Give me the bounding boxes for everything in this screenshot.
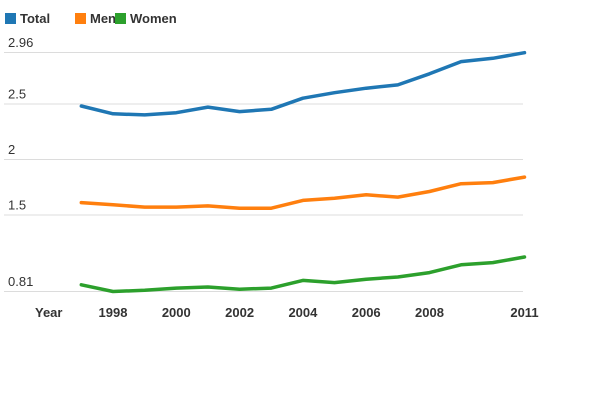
x-axis-title: Year xyxy=(35,305,62,320)
y-axis-tick-label: 1.5 xyxy=(8,197,26,212)
legend-item-women: Women xyxy=(115,12,177,25)
x-axis-tick-label: 2004 xyxy=(288,305,318,320)
legend-label: Total xyxy=(20,11,51,26)
legend-item-total: Total xyxy=(5,12,50,25)
legend-swatch-women xyxy=(115,13,126,24)
x-axis-tick-label: 2008 xyxy=(415,305,444,320)
series-line-women xyxy=(79,255,527,294)
y-axis-tick-label: 2.96 xyxy=(8,35,33,50)
y-axis-tick-label: 0.81 xyxy=(8,274,33,289)
legend-swatch-total xyxy=(5,13,16,24)
legend-item-men: Men xyxy=(75,12,116,25)
chart-legend: Total Men Women xyxy=(0,12,600,26)
series-line-total xyxy=(79,50,527,117)
y-axis-tick-label: 2.5 xyxy=(8,86,26,101)
legend-label: Women xyxy=(130,11,177,26)
y-axis-tick-label: 2 xyxy=(8,142,15,157)
x-axis-tick-label: 2006 xyxy=(352,305,381,320)
x-axis-tick-label: 1998 xyxy=(99,305,128,320)
x-axis-tick-label: 2002 xyxy=(225,305,254,320)
legend-label: Men xyxy=(90,11,116,26)
legend-swatch-men xyxy=(75,13,86,24)
series-line-men xyxy=(79,175,527,210)
x-axis-tick-label: 2011 xyxy=(510,305,538,320)
x-axis-tick-label: 2000 xyxy=(162,305,191,320)
